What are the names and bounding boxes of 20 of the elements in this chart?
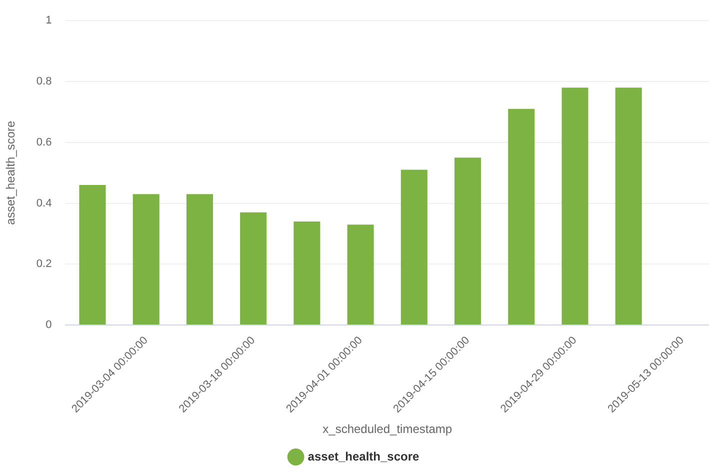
y-tick-label: 0.2 [36,258,52,270]
y-tick-label: 0 [46,319,52,332]
bar [186,194,213,325]
bar [347,224,374,325]
bar [79,185,106,325]
bar [132,194,160,325]
y-tick-label: 1 [46,14,52,27]
bar [294,222,320,325]
y-tick-label: 0.4 [36,197,52,210]
bar [508,108,535,325]
y-axis-title: asset_health_score [4,120,18,225]
bar [454,158,482,325]
y-tick-label: 0.6 [36,136,52,148]
legend-label: asset_health_score [308,449,420,464]
bar [400,170,428,325]
y-tick-label: 0.8 [36,76,52,88]
bar [240,212,267,325]
bar [562,88,588,325]
x-axis-title: x_scheduled_timestamp [322,422,452,436]
bar [615,88,642,325]
